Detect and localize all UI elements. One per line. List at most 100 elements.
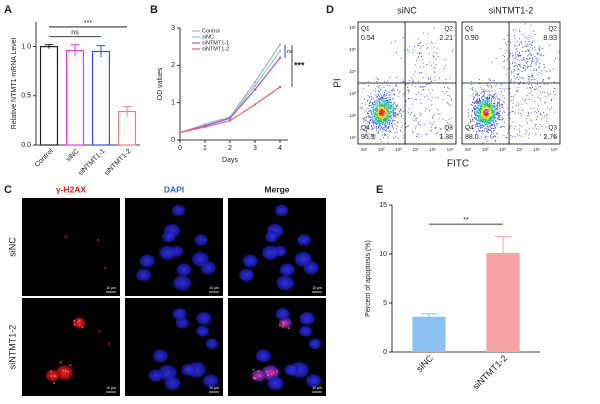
event-dot bbox=[384, 104, 386, 106]
event-dot bbox=[509, 126, 511, 128]
event-dot bbox=[482, 114, 484, 115]
event-dot bbox=[531, 42, 533, 43]
event-dot bbox=[487, 136, 489, 138]
event-dot bbox=[481, 108, 483, 109]
event-dot bbox=[534, 34, 536, 35]
event-dot bbox=[510, 63, 512, 65]
event-dot bbox=[492, 96, 494, 98]
event-dot bbox=[367, 112, 369, 114]
event-dot bbox=[432, 124, 434, 125]
event-dot bbox=[482, 98, 484, 100]
event-dot bbox=[433, 113, 435, 115]
event-dot bbox=[406, 126, 408, 127]
event-dot bbox=[376, 115, 378, 116]
event-dot bbox=[473, 102, 475, 104]
event-dot bbox=[500, 85, 502, 87]
event-dot bbox=[499, 93, 501, 95]
event-dot bbox=[377, 113, 379, 115]
event-dot bbox=[427, 47, 429, 49]
event-dot bbox=[379, 104, 381, 106]
event-dot bbox=[375, 135, 377, 137]
event-dot bbox=[535, 57, 537, 59]
event-dot bbox=[435, 63, 437, 65]
event-dot bbox=[421, 55, 423, 57]
event-dot bbox=[414, 98, 416, 100]
event-dot bbox=[488, 109, 490, 111]
event-dot bbox=[476, 94, 478, 96]
event-dot bbox=[375, 88, 377, 90]
event-dot bbox=[481, 136, 482, 138]
event-dot bbox=[486, 131, 488, 133]
event-dot bbox=[484, 101, 486, 103]
event-dot bbox=[377, 78, 379, 80]
event-dot bbox=[379, 103, 381, 105]
event-dot bbox=[445, 120, 447, 122]
event-dot bbox=[374, 138, 375, 140]
event-dot bbox=[511, 70, 513, 72]
quadrant-value: 95.9 bbox=[361, 134, 375, 141]
event-dot bbox=[491, 120, 493, 122]
event-dot bbox=[383, 134, 385, 136]
event-dot bbox=[384, 123, 386, 125]
event-dot bbox=[433, 52, 435, 54]
event-dot bbox=[477, 115, 479, 117]
event-dot bbox=[548, 44, 550, 46]
event-dot bbox=[492, 104, 493, 106]
event-dot bbox=[478, 112, 480, 114]
event-dot bbox=[493, 132, 495, 134]
event-dot bbox=[475, 132, 477, 134]
event-dot bbox=[546, 71, 548, 73]
event-dot bbox=[512, 96, 514, 98]
event-dot bbox=[378, 87, 380, 89]
event-dot bbox=[386, 126, 387, 128]
event-dot bbox=[517, 74, 518, 76]
event-dot bbox=[538, 47, 540, 49]
x-tick-label: 4 bbox=[278, 145, 282, 152]
event-dot bbox=[372, 105, 374, 107]
event-dot bbox=[487, 119, 489, 120]
event-dot bbox=[487, 114, 489, 115]
event-dot bbox=[540, 55, 542, 57]
event-dot bbox=[382, 116, 384, 118]
event-dot bbox=[385, 109, 387, 111]
event-dot bbox=[483, 120, 484, 122]
event-dot bbox=[548, 93, 550, 95]
event-dot bbox=[503, 101, 505, 103]
quadrant-value: 88.0 bbox=[465, 134, 479, 141]
event-dot bbox=[390, 106, 392, 108]
event-dot bbox=[545, 113, 547, 115]
event-dot bbox=[514, 112, 516, 114]
event-dot bbox=[380, 111, 382, 113]
event-dot bbox=[503, 135, 505, 137]
event-dot bbox=[388, 94, 390, 96]
event-dot bbox=[487, 116, 489, 118]
event-dot bbox=[539, 49, 541, 51]
event-dot bbox=[378, 114, 380, 116]
event-dot bbox=[531, 73, 533, 75]
event-dot bbox=[493, 102, 495, 104]
event-dot bbox=[490, 85, 492, 87]
event-dot bbox=[419, 124, 421, 126]
event-dot bbox=[491, 120, 493, 121]
event-dot bbox=[439, 137, 441, 139]
event-dot bbox=[539, 46, 541, 47]
event-dot bbox=[392, 110, 394, 112]
event-dot bbox=[446, 91, 448, 93]
event-dot bbox=[386, 116, 388, 118]
event-dot bbox=[381, 119, 383, 120]
event-dot bbox=[531, 60, 533, 62]
nucleus bbox=[274, 203, 290, 217]
event-dot bbox=[380, 104, 382, 106]
event-dot bbox=[387, 114, 389, 116]
event-dot bbox=[380, 129, 382, 131]
event-dot bbox=[390, 104, 392, 106]
event-dot bbox=[418, 72, 420, 74]
event-dot bbox=[492, 95, 494, 97]
event-dot bbox=[485, 113, 487, 115]
event-dot bbox=[546, 91, 548, 93]
event-dot bbox=[408, 90, 410, 92]
event-dot bbox=[370, 93, 372, 95]
event-dot bbox=[382, 111, 384, 113]
nucleus bbox=[266, 375, 285, 392]
